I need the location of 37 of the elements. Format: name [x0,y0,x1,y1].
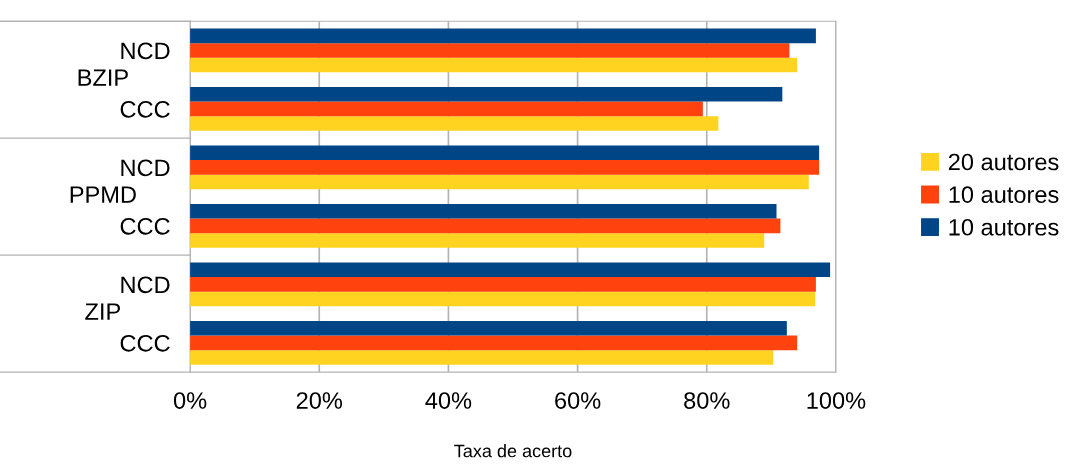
legend-label: 10 autores [949,218,1059,236]
y-tick-label: NCD [121,42,170,60]
x-tick-label: 80% [684,392,730,409]
bar [190,218,781,234]
y-tick-label: CCC [120,334,170,352]
x-tick-label: 40% [425,392,472,409]
bar [190,203,777,219]
bar [190,160,820,175]
bar [190,262,831,278]
x-tick-label: 0% [173,392,207,409]
bar [190,116,719,131]
bar [190,291,816,307]
legend-label: 10 autores [949,186,1059,203]
bar [190,335,798,351]
text: PPMD [70,186,136,203]
bar [190,86,783,102]
bar [190,101,703,117]
bar [190,145,820,161]
x-axis-title: Taxa de acerto [454,444,572,458]
bar [190,57,798,73]
bar [190,277,816,292]
y-tick-label: NCD [121,159,170,177]
x-tick-label: 100% [807,392,866,409]
bar [190,350,774,365]
x-tick-label: 60% [555,392,601,409]
y-tick-label: CCC [120,217,170,235]
bar [190,320,787,336]
y-tick-label: NCD [121,276,170,294]
y-tick-label: CCC [120,100,170,118]
bar [190,28,816,44]
bar [190,43,790,58]
x-tick-label: 20% [296,392,343,409]
bar [190,233,765,248]
bar [190,174,809,190]
legend-label: 20 autores [948,153,1059,171]
text: ZIP [85,303,121,320]
text: BZIP [78,69,128,86]
